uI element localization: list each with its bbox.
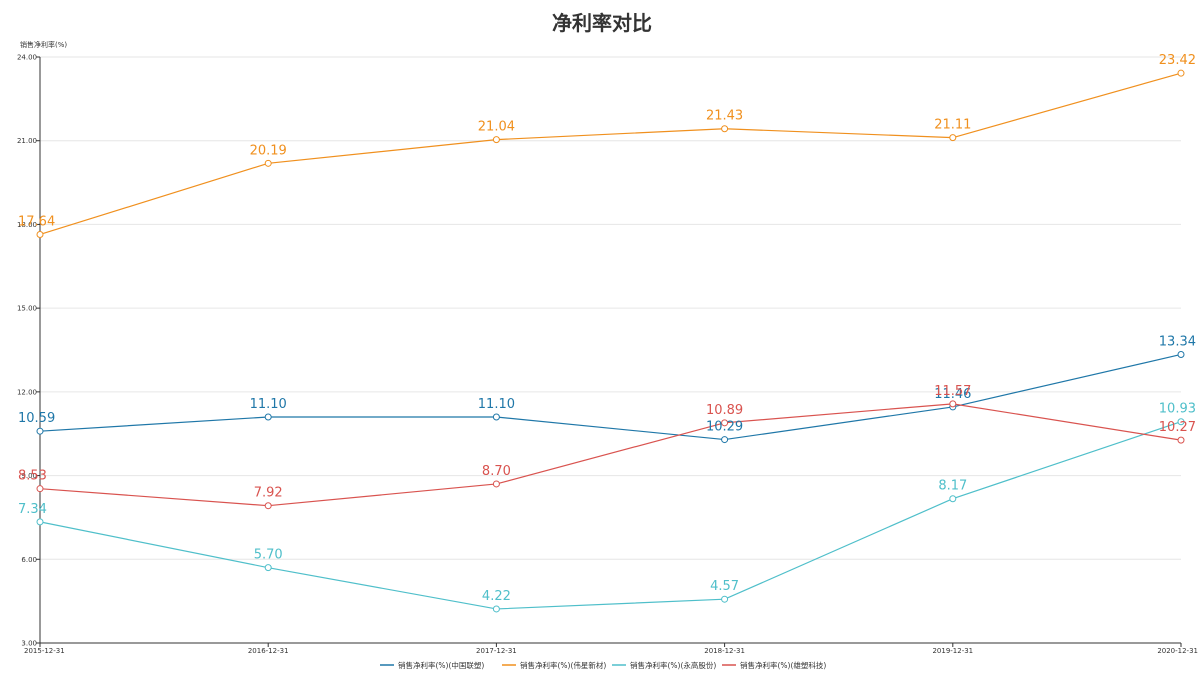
data-point[interactable] (264, 413, 272, 421)
data-point[interactable] (721, 595, 729, 603)
data-point[interactable] (949, 134, 957, 142)
axes: 3.00 6.00 9.00 12.00 15.00 18.00 21.00 24.00 201… (17, 54, 1198, 656)
data-label: 5.70 (254, 548, 283, 563)
data-point[interactable] (949, 495, 957, 503)
data-labels: 10.59 11.10 11.10 10.29 11.46 13.34 17.64 20.19… (18, 53, 1196, 604)
data-point[interactable] (264, 502, 272, 510)
data-point[interactable] (721, 125, 729, 133)
grid-lines (40, 56, 1181, 644)
data-label: 7.92 (254, 486, 283, 501)
data-point[interactable] (36, 230, 44, 238)
data-point[interactable] (1177, 418, 1185, 426)
data-point[interactable] (1177, 436, 1185, 444)
data-label: 4.22 (482, 589, 511, 604)
data-label: 11.57 (934, 384, 971, 399)
data-point[interactable] (492, 413, 500, 421)
y-tick-label: 9.00 (21, 472, 37, 480)
data-label: 11.10 (478, 397, 515, 412)
x-tick-label: 2016-12-31 (248, 647, 289, 655)
data-label: 21.04 (478, 120, 515, 135)
series-line (39, 72, 1182, 236)
y-axis-label: 销售净利率(%) (20, 40, 67, 49)
data-point[interactable] (492, 136, 500, 144)
legend-item[interactable]: 销售净利率(%)(中国联塑) (380, 660, 484, 670)
data-label: 11.46 (934, 387, 971, 402)
y-tick-label: 21.00 (17, 137, 37, 145)
data-label: 17.64 (18, 214, 55, 229)
data-label: 21.43 (706, 109, 743, 124)
data-label: 8.17 (938, 479, 967, 494)
data-label: 11.10 (250, 397, 287, 412)
data-label: 10.27 (1159, 420, 1196, 435)
data-point[interactable] (492, 605, 500, 613)
legend-label: 销售净利率(%)(中国联塑) (398, 660, 484, 670)
x-tick-label: 2020-12-31 (1157, 647, 1198, 655)
legend-item[interactable]: 销售净利率(%)(永高股份) (612, 660, 716, 670)
data-label: 10.93 (1159, 402, 1196, 417)
x-tick-label: 2018-12-31 (704, 647, 745, 655)
legend-label: 销售净利率(%)(伟星新材) (520, 660, 606, 670)
legend-label: 销售净利率(%)(雄塑科技) (740, 660, 826, 670)
data-point[interactable] (949, 400, 957, 408)
data-point[interactable] (1177, 350, 1185, 358)
data-point[interactable] (492, 480, 500, 488)
data-label: 10.89 (706, 403, 743, 418)
y-tick-label: 15.00 (17, 305, 37, 313)
data-label: 7.34 (18, 502, 47, 517)
data-label: 10.29 (706, 420, 743, 435)
y-tick-label: 18.00 (17, 221, 37, 229)
legend-item[interactable]: 销售净利率(%)(雄塑科技) (722, 660, 826, 670)
data-point[interactable] (36, 427, 44, 435)
data-label: 8.70 (482, 464, 511, 479)
data-point[interactable] (1177, 69, 1185, 77)
series-line (39, 421, 1182, 610)
data-point[interactable] (721, 419, 729, 427)
data-label: 21.11 (934, 118, 971, 133)
data-point[interactable] (36, 518, 44, 526)
legend-item[interactable]: 销售净利率(%)(伟星新材) (502, 660, 606, 670)
data-label: 10.59 (18, 411, 55, 426)
y-tick-label: 6.00 (21, 556, 37, 564)
data-point[interactable] (36, 485, 44, 493)
data-label: 23.42 (1159, 53, 1196, 68)
chart-title: 净利率对比 (552, 11, 652, 35)
data-label: 13.34 (1159, 334, 1196, 349)
series-line (39, 403, 1182, 507)
y-tick-label: 12.00 (17, 388, 37, 396)
data-label: 4.57 (710, 579, 739, 594)
data-label: 8.53 (18, 469, 47, 484)
y-tick-label: 3.00 (21, 640, 37, 648)
series-line (39, 353, 1182, 441)
series-lines (36, 69, 1185, 613)
x-tick-label: 2017-12-31 (476, 647, 517, 655)
legend-label: 销售净利率(%)(永高股份) (630, 660, 716, 670)
y-tick-label: 24.00 (17, 54, 37, 62)
data-point[interactable] (721, 436, 729, 444)
data-point[interactable] (264, 159, 272, 167)
x-tick-label: 2015-12-31 (24, 647, 65, 655)
legend[interactable]: 销售净利率(%)(中国联塑) 销售净利率(%)(伟星新材) 销售净利率(%)(永高股… (380, 660, 826, 670)
data-point[interactable] (264, 564, 272, 572)
data-label: 20.19 (250, 143, 287, 158)
x-tick-label: 2019-12-31 (932, 647, 973, 655)
